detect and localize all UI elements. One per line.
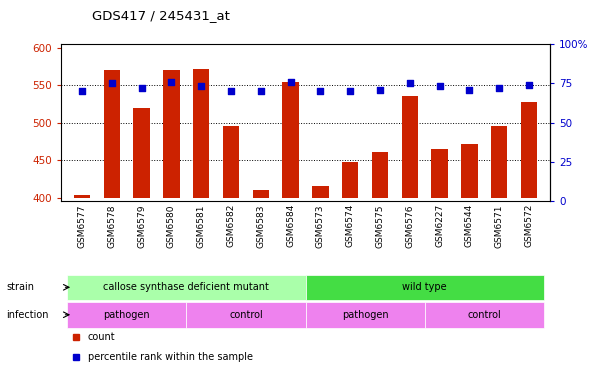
Point [435, 83, 445, 89]
Text: percentile rank within the sample: percentile rank within the sample [88, 352, 253, 362]
Point [494, 85, 504, 91]
Bar [342, 163, 359, 198]
Point [256, 88, 266, 94]
Bar [312, 186, 329, 198]
Text: infection: infection [6, 310, 49, 320]
Text: count: count [88, 332, 115, 342]
Bar [252, 190, 269, 198]
Bar [163, 70, 180, 198]
Point [77, 88, 87, 94]
Bar [491, 126, 507, 198]
Bar [401, 96, 418, 198]
Bar [425, 302, 544, 328]
Bar [67, 302, 186, 328]
Bar [186, 302, 306, 328]
Text: GDS417 / 245431_at: GDS417 / 245431_at [92, 9, 230, 22]
Bar [306, 302, 425, 328]
Point [137, 85, 147, 91]
Point [166, 79, 176, 85]
Text: control: control [229, 310, 263, 320]
Text: pathogen: pathogen [342, 310, 389, 320]
Point [107, 80, 117, 86]
Bar [282, 82, 299, 198]
Bar [431, 149, 448, 198]
Bar [193, 69, 210, 198]
Bar [74, 195, 90, 198]
Text: wild type: wild type [403, 282, 447, 292]
Text: pathogen: pathogen [103, 310, 150, 320]
Text: strain: strain [6, 282, 34, 292]
Point [196, 83, 206, 89]
Bar [306, 274, 544, 300]
Point [464, 87, 474, 93]
Bar [461, 143, 478, 198]
Point [345, 88, 355, 94]
Bar [104, 70, 120, 198]
Bar [372, 152, 388, 198]
Bar [223, 126, 239, 198]
Point [375, 87, 385, 93]
Bar [67, 274, 306, 300]
Point [405, 80, 415, 86]
Point [226, 88, 236, 94]
Text: control: control [467, 310, 501, 320]
Bar [133, 108, 150, 198]
Point [286, 79, 296, 85]
Point [524, 82, 534, 88]
Bar [521, 102, 537, 198]
Point [315, 88, 325, 94]
Text: callose synthase deficient mutant: callose synthase deficient mutant [103, 282, 269, 292]
